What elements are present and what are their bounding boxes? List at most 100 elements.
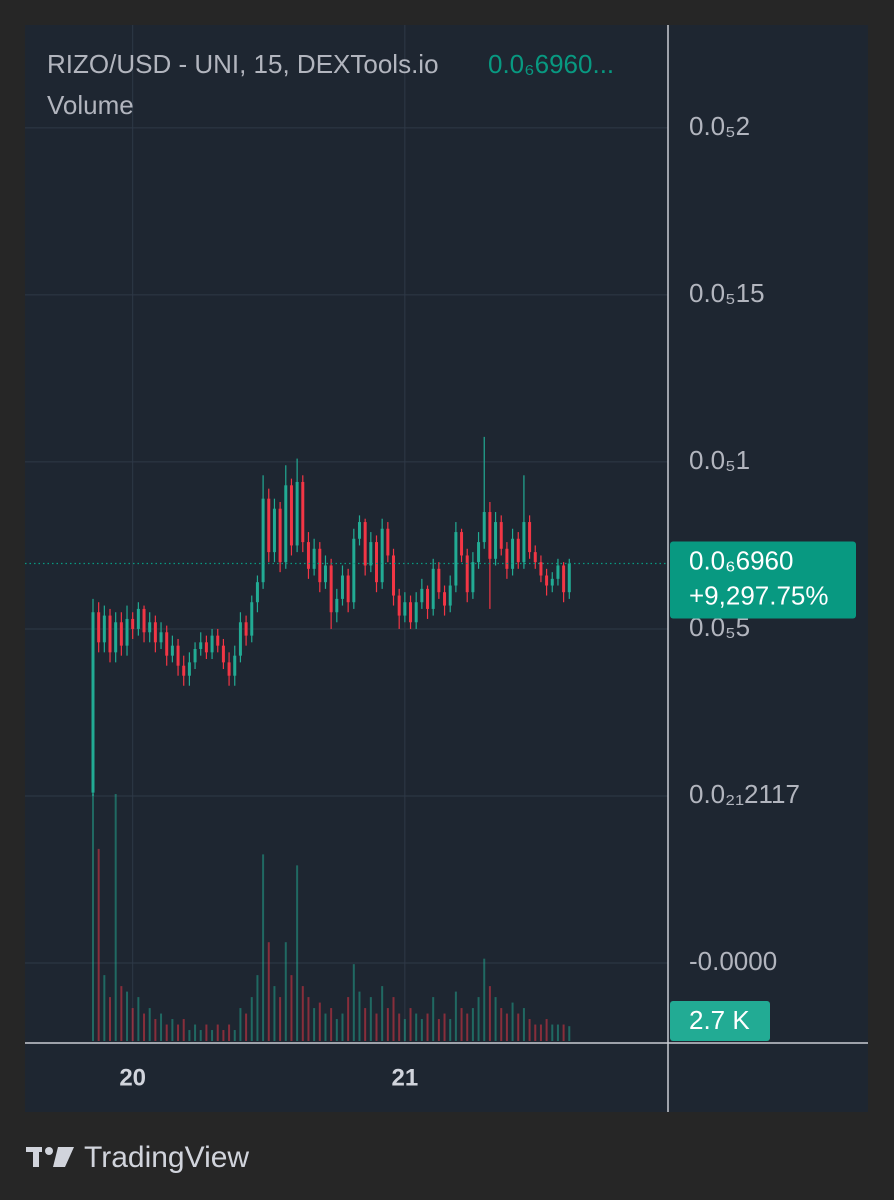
candle-body [108,615,112,653]
candle-body [522,522,526,563]
candle-body [148,622,152,633]
candle-body [261,498,265,583]
volume-bar [284,942,287,1041]
volume-bar [335,1019,338,1041]
candle-body [176,645,180,666]
volume-bar [454,991,457,1041]
candle-body [131,618,135,629]
candle-body [454,532,458,586]
volume-bar [562,1024,565,1041]
candle-body [170,645,174,656]
volume-bar [137,997,140,1041]
volume-bar [551,1024,554,1041]
volume-bar [114,794,117,1041]
candle-body [505,548,509,569]
candle-body [471,562,475,593]
volume-bar [148,1008,151,1041]
chart-title: RIZO/USD - UNI, 15, DEXTools.io [47,49,439,79]
candle-body [403,602,407,616]
candle-body [499,522,503,549]
candle-body [295,481,299,546]
candle-body [165,632,169,656]
volume-label-box [670,1001,770,1041]
volume-bar [109,997,112,1041]
volume-bar [369,997,372,1041]
candle-body [567,563,571,593]
volume-bar [375,1013,378,1041]
volume-bar [522,1008,525,1041]
candle-body [420,588,424,603]
y-tick-label: 0.0₅15 [689,278,765,308]
volume-bar [330,1008,333,1041]
candle-body [477,542,481,563]
volume-bar [160,1013,163,1041]
volume-bar [381,986,384,1041]
candle-body [516,538,520,563]
volume-bar [505,1013,508,1041]
volume-bar [131,1008,134,1041]
candle-body [380,528,384,583]
volume-bar [364,1008,367,1041]
volume-bar [171,1019,174,1041]
candle-body [91,612,95,793]
candle-body [482,512,486,543]
candle-body [187,662,191,676]
volume-bar [426,1013,429,1041]
volume-bar [279,997,282,1041]
volume-bar [103,975,106,1041]
volume-bar [296,865,299,1041]
candle-body [267,498,271,553]
volume-bar [403,1019,406,1041]
candle-body [414,602,418,623]
candle-body [357,522,361,539]
volume-bar [443,1013,446,1041]
candle-body [312,548,316,569]
candle-body [238,622,242,656]
volume-bar [545,1019,548,1041]
candle-body [255,582,259,603]
volume-bar [528,1019,531,1041]
volume-bar [177,1024,180,1041]
volume-bar [199,1030,202,1041]
volume-bar [154,1019,157,1041]
volume-bar [483,958,486,1041]
y-tick-label: 0.0₅1 [689,445,750,475]
volume-bar [211,1030,214,1041]
volume-bar [534,1024,537,1041]
candle-body [426,588,430,609]
candle-body [511,538,515,569]
candle-body [210,635,214,653]
candle-body [443,592,447,606]
candle-body [193,648,197,663]
volume-bar [188,1030,191,1041]
candle-body [289,485,293,546]
candle-body [375,542,378,583]
candle-body [301,481,305,543]
candle-body [335,598,339,613]
volume-bar [92,794,94,1041]
candle-body [392,555,396,596]
volume-bar [471,1008,474,1041]
candle-body [369,542,373,566]
candle-body [216,635,220,646]
volume-bar [477,997,480,1041]
volume-bar [239,1008,242,1041]
candle-body [278,508,282,563]
y-tick-label: -0.0000 [689,946,777,976]
candle-body [465,555,469,593]
candle-body [114,622,118,653]
candle-body [550,578,554,586]
x-tick-label: 20 [119,1064,146,1091]
volume-bar [398,1013,401,1041]
candle-body [250,602,254,636]
volume-bar [517,1013,520,1041]
candle-body [352,538,356,603]
candle-body [102,615,106,643]
volume-bar [347,997,350,1041]
volume-bar [352,964,355,1041]
candle-body [431,568,435,609]
volume-bar [392,997,395,1041]
candle-body [182,665,186,676]
candle-body [448,585,452,606]
